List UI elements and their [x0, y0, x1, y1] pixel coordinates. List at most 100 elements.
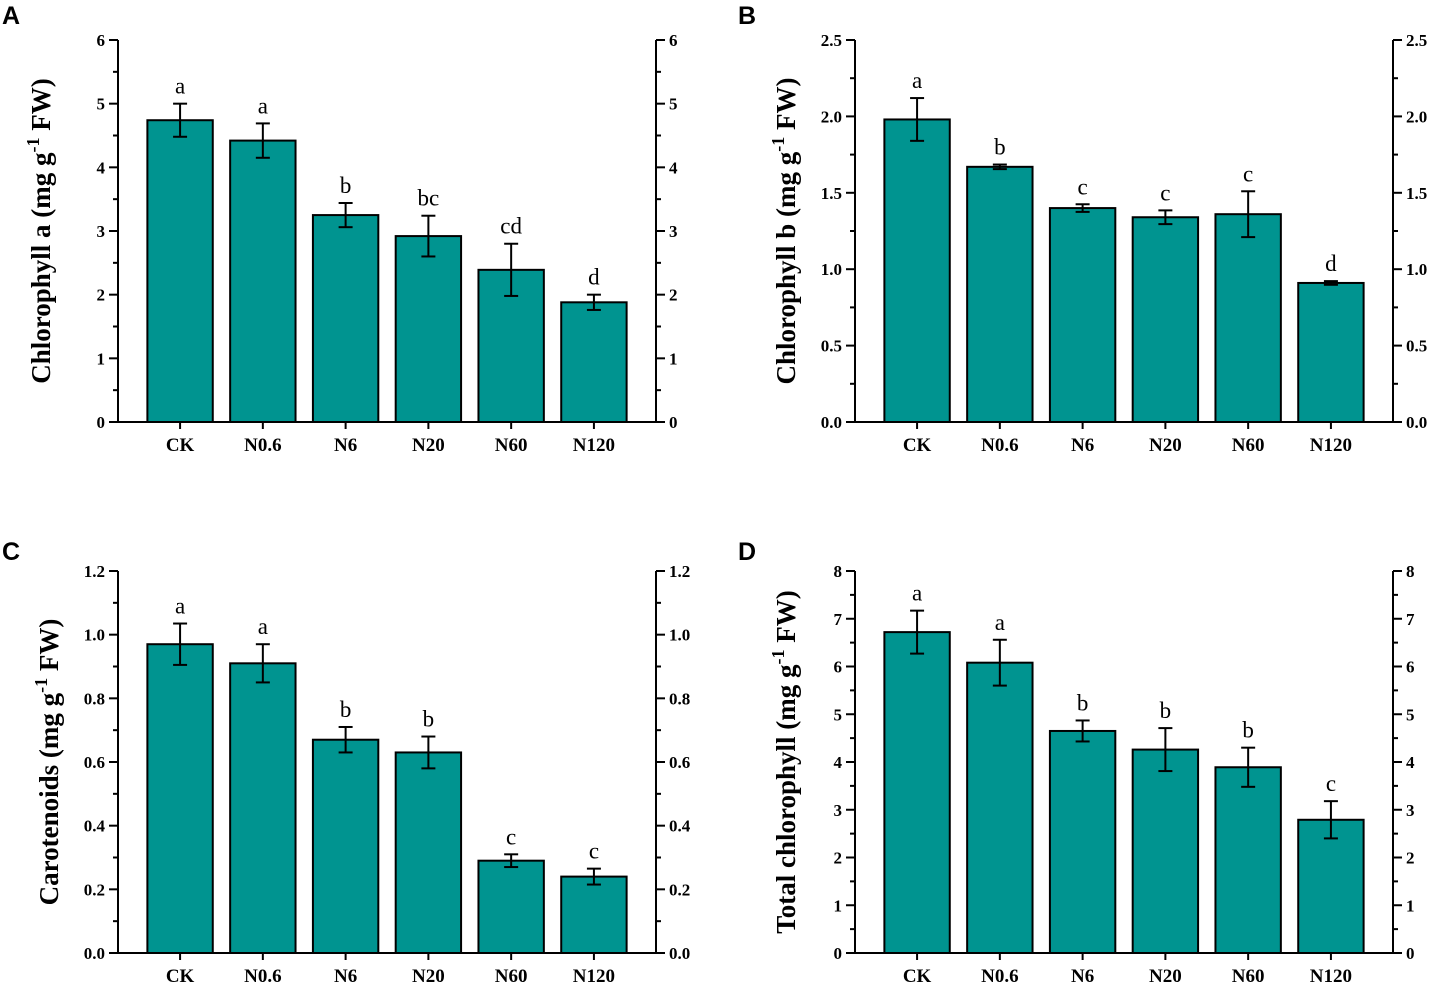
bar-n6: [311, 738, 380, 955]
y-tick-label-right: 6: [1406, 658, 1415, 677]
y-tick-label-right: 3: [1406, 801, 1415, 820]
significance-label: a: [912, 68, 922, 93]
significance-label: bc: [418, 186, 440, 211]
y-tick-label-right: 6: [669, 31, 678, 50]
y-tick-label-right: 8: [1406, 562, 1415, 581]
y-tick-label-left: 1: [97, 349, 106, 368]
x-tick-label: N6: [1071, 435, 1094, 456]
significance-label: c: [1160, 180, 1170, 205]
y-tick-label-left: 3: [97, 222, 106, 241]
y-tick-label-right: 0.8: [669, 689, 690, 708]
significance-label: b: [1160, 698, 1172, 723]
y-tick-label-right: 2: [1406, 849, 1415, 868]
y-axis-label-tail: FW): [34, 619, 64, 678]
chart-panel-a: Aa CK a N0.6 b N6 bc N20 cd N60 d N120 0 0 1 1 2 2 3 3 4 4 5 5 6…: [2, 2, 678, 456]
panel-letter: B: [738, 2, 756, 30]
x-tick-label: CK: [903, 966, 932, 987]
bar-n120: [560, 301, 628, 424]
y-tick-label-left: 5: [97, 95, 106, 114]
y-axis-label-main: Carotenoids (mg g: [34, 692, 64, 905]
y-tick-label-left: 0: [834, 944, 843, 963]
chart-panel-c: Ca CK a N0.6 b N6 b N20 c N60 c N120 0.0 0.0 0.2 0.2 0.4…: [2, 538, 691, 987]
x-tick-label: N0.6: [981, 435, 1018, 456]
y-tick-label-right: 4: [669, 158, 678, 177]
significance-label: a: [912, 581, 922, 606]
y-tick-label-left: 0.0: [84, 944, 105, 963]
y-tick-label-left: 4: [97, 158, 106, 177]
panel-letter: D: [738, 538, 756, 566]
significance-label: b: [423, 707, 435, 732]
bar-n120: [1297, 818, 1365, 955]
chart-panel-d: Da CK a N0.6 b N6 b N20 b N60 c N120 0 0 1 1 2 2 3 3 4 4 5 5 6 6 7…: [738, 538, 1415, 987]
y-tick-label-right: 1.0: [1406, 260, 1427, 279]
x-tick-label: N60: [495, 966, 528, 987]
y-tick-label-right: 1.0: [669, 626, 690, 645]
y-tick-label-right: 0.5: [1406, 337, 1427, 356]
bar-n0-6: [229, 662, 297, 954]
x-tick-label: N20: [412, 966, 445, 987]
x-tick-label: N20: [1149, 435, 1182, 456]
y-tick-label-left: 2: [97, 286, 106, 305]
y-tick-label-left: 0.5: [821, 337, 842, 356]
y-tick-label-left: 1.0: [821, 260, 842, 279]
y-tick-label-left: 6: [97, 31, 106, 50]
panel-letter: A: [2, 2, 20, 30]
significance-label: b: [1242, 718, 1254, 743]
significance-label: a: [258, 614, 268, 639]
y-axis-label-tail: FW): [771, 77, 801, 136]
bar-n120: [1297, 281, 1365, 423]
x-tick-label: N60: [495, 435, 528, 456]
y-tick-label-left: 0.8: [84, 689, 105, 708]
x-tick-label: N6: [1071, 966, 1094, 987]
bar-n6: [311, 214, 380, 423]
x-tick-label: CK: [166, 966, 195, 987]
x-tick-label: N120: [573, 435, 615, 456]
y-tick-label-right: 0.0: [669, 944, 690, 963]
y-axis-label: Total chlorophyll (mg g-1 FW): [768, 590, 801, 934]
significance-label: d: [588, 265, 600, 290]
y-tick-label-right: 4: [1406, 753, 1415, 772]
y-tick-label-left: 0.0: [821, 413, 842, 432]
bar-n60: [477, 859, 545, 955]
y-tick-label-right: 0.6: [669, 753, 690, 772]
significance-label: c: [1078, 174, 1088, 199]
x-tick-label: N120: [1310, 435, 1352, 456]
y-tick-label-right: 1.5: [1406, 184, 1427, 203]
y-tick-label-left: 0: [97, 413, 106, 432]
y-axis-label: Chlorophyll b (mg g-1 FW): [768, 77, 801, 384]
chart-panel-b: Ba CK b N0.6 c N6 c N20 c N60 d N120 0.0 0.0 0.5 0.5 1.0…: [738, 2, 1427, 456]
y-axis-label-tail: FW): [771, 590, 801, 649]
y-tick-label-right: 1: [669, 349, 678, 368]
x-tick-label: N20: [412, 435, 445, 456]
significance-label: a: [175, 74, 185, 99]
x-tick-label: CK: [903, 435, 932, 456]
y-tick-label-right: 0.4: [669, 817, 691, 836]
y-tick-label-left: 8: [834, 562, 843, 581]
significance-label: cd: [500, 214, 522, 239]
bar-n60: [1214, 766, 1282, 954]
y-tick-label-right: 1: [1406, 896, 1415, 915]
y-axis-label-main: Chlorophyll a (mg g: [26, 152, 56, 384]
y-tick-label-right: 2.0: [1406, 107, 1427, 126]
significance-label: c: [506, 824, 516, 849]
y-tick-label-left: 0.2: [84, 880, 105, 899]
y-tick-label-right: 7: [1406, 610, 1415, 629]
y-axis-label-main: Chlorophyll b (mg g: [771, 151, 801, 384]
y-tick-label-left: 2.0: [821, 107, 842, 126]
y-tick-label-left: 1.2: [84, 562, 105, 581]
bar-n20: [1131, 216, 1200, 423]
x-tick-label: N6: [334, 435, 357, 456]
significance-label: b: [1077, 690, 1089, 715]
y-tick-label-right: 2: [669, 286, 678, 305]
y-tick-label-right: 1.2: [669, 562, 690, 581]
y-tick-label-left: 2: [834, 849, 843, 868]
y-axis-label: Chlorophyll a (mg g-1 FW): [23, 78, 56, 384]
y-tick-label-right: 3: [669, 222, 678, 241]
significance-label: b: [994, 135, 1006, 160]
y-axis-label-superscript: -1: [768, 137, 788, 152]
significance-label: d: [1325, 251, 1337, 276]
y-tick-label-right: 0.2: [669, 880, 690, 899]
bar-ck: [146, 119, 214, 423]
x-tick-label: N120: [573, 966, 615, 987]
